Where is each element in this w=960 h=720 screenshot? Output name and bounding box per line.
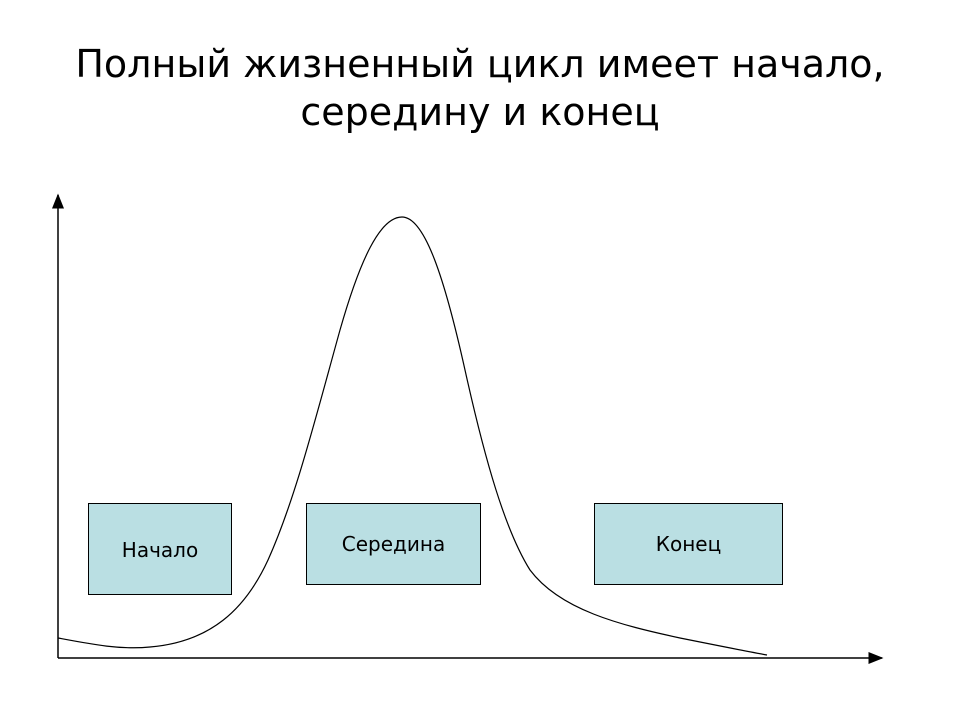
box-beginning: Начало — [88, 503, 232, 595]
box-middle: Середина — [306, 503, 481, 585]
box-middle-label: Середина — [341, 532, 446, 556]
title-line-1: Полный жизненный цикл имеет начало, — [75, 42, 885, 86]
slide-title: Полный жизненный цикл имеет начало, сере… — [0, 40, 960, 136]
title-line-2: середину и конец — [300, 90, 660, 134]
box-end-label: Конец — [655, 532, 722, 556]
box-end: Конец — [594, 503, 783, 585]
life-cycle-curve — [57, 216, 768, 656]
box-beginning-label: Начало — [121, 538, 199, 562]
